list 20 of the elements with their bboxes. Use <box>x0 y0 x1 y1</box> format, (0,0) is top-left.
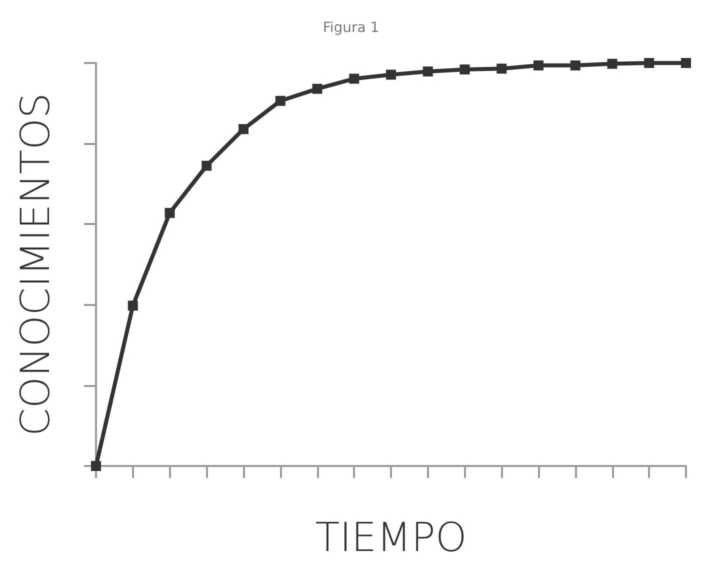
point <box>644 58 654 68</box>
y-axis-title: CONOCIMIENTOS <box>13 92 59 436</box>
x-axis-title: TIEMPO <box>315 515 467 561</box>
point <box>386 70 396 80</box>
point <box>607 58 618 69</box>
point <box>275 96 286 106</box>
point <box>164 208 175 218</box>
point <box>570 60 580 70</box>
point <box>202 160 212 171</box>
point <box>422 66 433 76</box>
point <box>349 74 360 84</box>
point <box>681 58 691 68</box>
point <box>312 84 322 94</box>
point <box>496 64 507 74</box>
point <box>128 300 138 311</box>
point <box>91 461 101 471</box>
point <box>238 124 248 134</box>
point <box>534 60 544 70</box>
chart-title: Figura 1 <box>322 20 380 36</box>
point <box>460 64 470 74</box>
